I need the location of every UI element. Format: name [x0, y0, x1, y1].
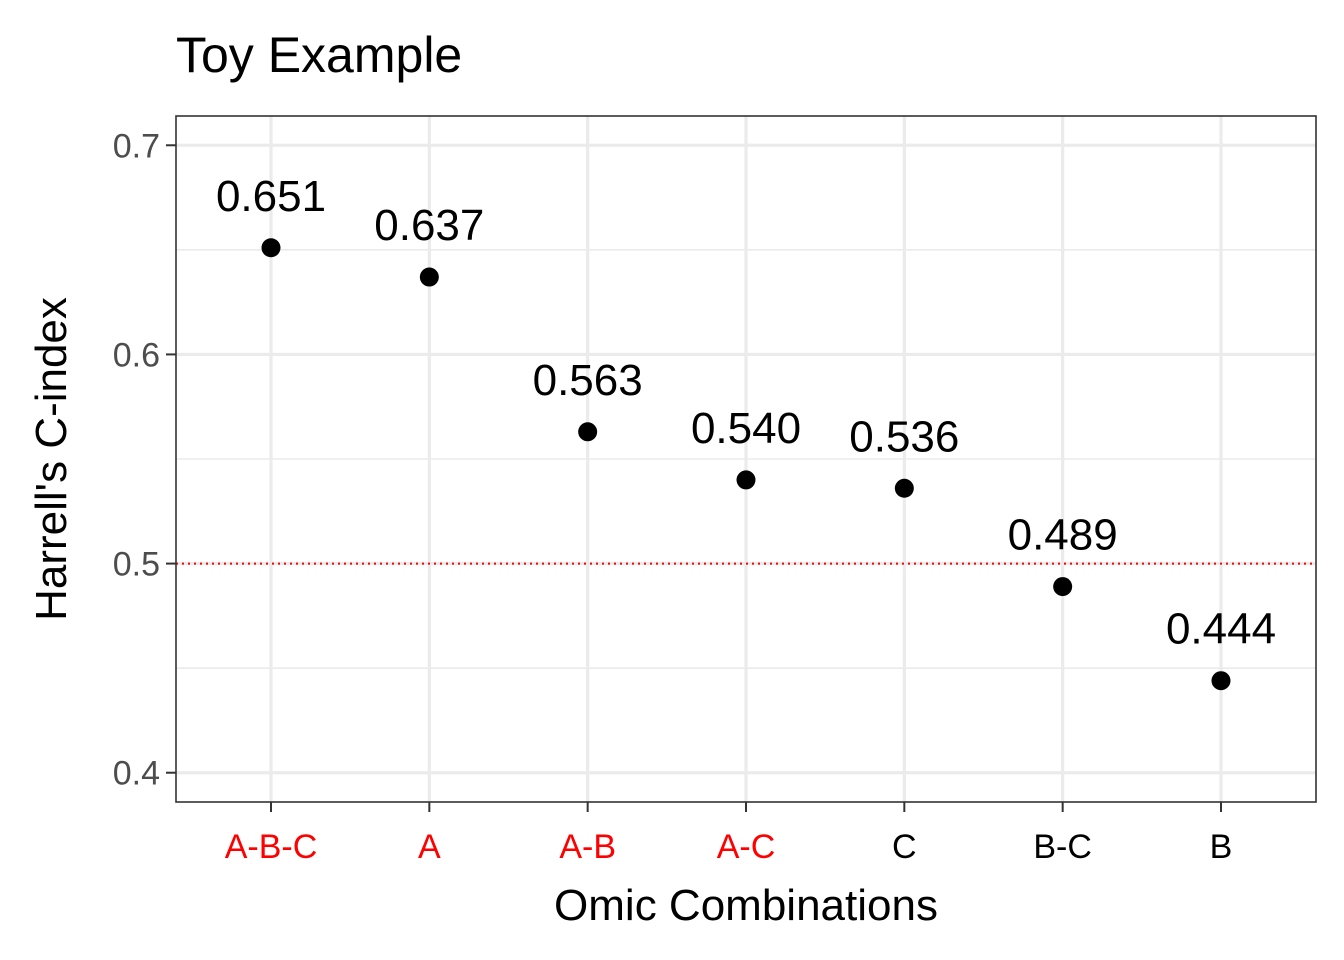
x-tick-label: A-C: [717, 828, 776, 866]
data-label: 0.563: [533, 356, 643, 405]
data-point: [261, 238, 281, 258]
x-tick-label: A-B: [559, 828, 616, 866]
data-label: 0.444: [1166, 605, 1276, 654]
data-labels: 0.651 0.637 0.563 0.540 0.536 0.489 0.444: [216, 172, 1276, 654]
data-point: [894, 478, 914, 498]
y-tick-label: 0.4: [113, 755, 160, 793]
data-point: [578, 422, 598, 442]
data-point: [1211, 671, 1231, 691]
x-tick-label: B-C: [1033, 828, 1092, 866]
data-label: 0.540: [691, 404, 801, 453]
x-tick-label: A: [418, 828, 441, 866]
x-tick-label: B: [1210, 828, 1233, 866]
x-tick-label: C: [892, 828, 917, 866]
grid: [176, 116, 1316, 802]
data-point: [736, 470, 756, 490]
data-point: [419, 267, 439, 287]
chart-title: Toy Example: [176, 27, 462, 83]
y-tick-label: 0.5: [113, 546, 160, 584]
x-axis: A-B-C A A-B A-C C B-C B: [225, 802, 1233, 866]
y-tick-label: 0.6: [113, 336, 160, 374]
data-points: [261, 238, 1231, 691]
x-axis-title: Omic Combinations: [554, 881, 938, 930]
y-axis: 0.4 0.5 0.6 0.7: [113, 127, 176, 793]
data-label: 0.489: [1008, 511, 1118, 560]
y-axis-title: Harrell's C-index: [27, 297, 76, 621]
y-tick-label: 0.7: [113, 127, 160, 165]
data-point: [1053, 577, 1073, 597]
data-label: 0.637: [374, 201, 484, 250]
x-tick-label: A-B-C: [225, 828, 318, 866]
data-label: 0.651: [216, 172, 326, 221]
data-label: 0.536: [849, 412, 959, 461]
